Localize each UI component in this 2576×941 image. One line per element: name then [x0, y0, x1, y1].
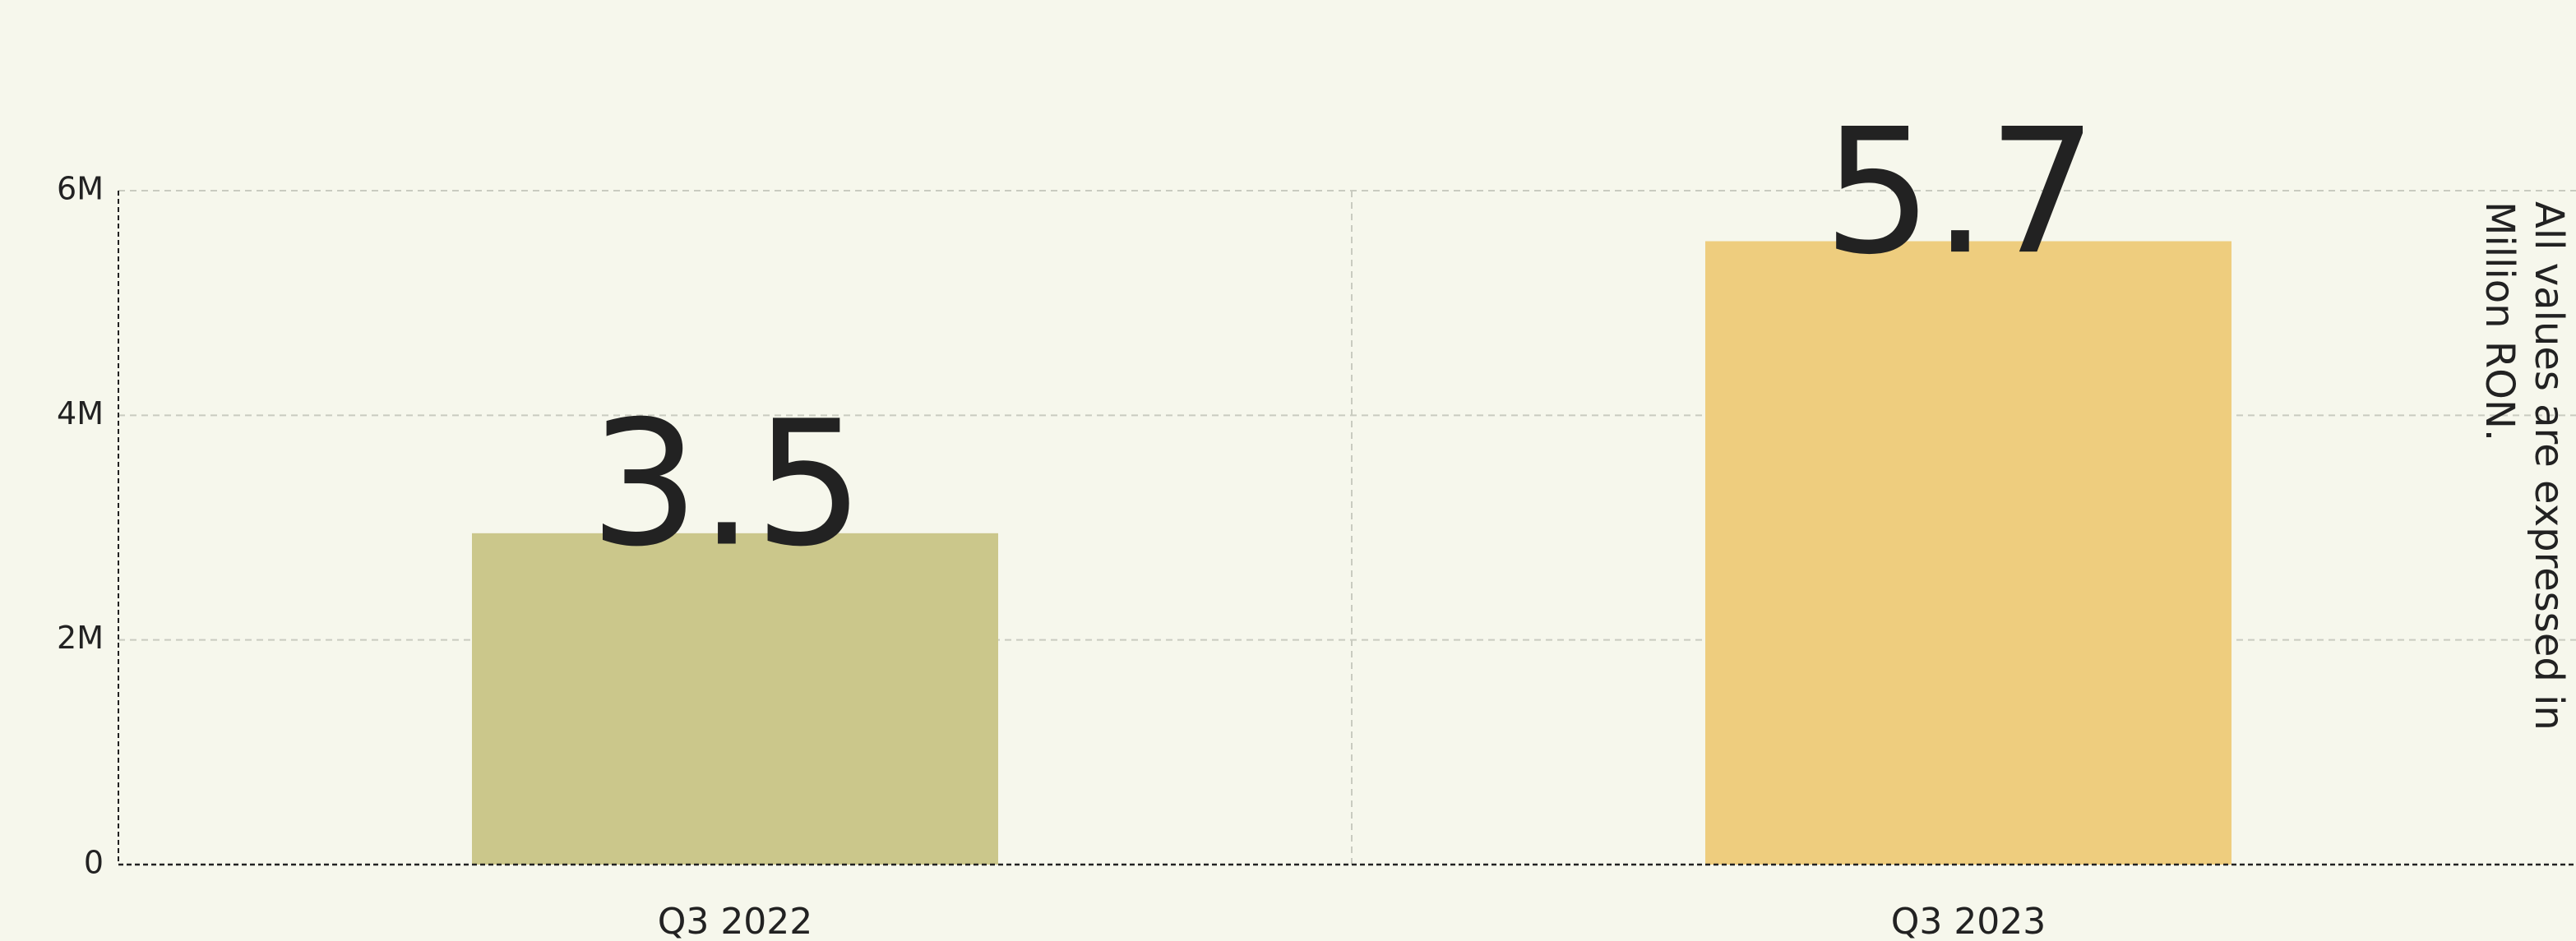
value-annotation: 5.7	[1823, 91, 2097, 293]
note: All values are expressed in Million RON.	[2477, 201, 2572, 731]
y-tick-label: 2M	[57, 620, 104, 656]
x-tick-label: Q3 2023	[1891, 901, 2046, 941]
bar	[1705, 241, 2231, 865]
value-annotation: 3.5	[590, 383, 864, 584]
y-tick-label: 0	[84, 845, 104, 881]
y-tick-label: 4M	[57, 395, 104, 431]
bar	[472, 533, 998, 865]
x-tick-label: Q3 2022	[658, 901, 813, 941]
y-tick-label: 6M	[57, 171, 104, 207]
